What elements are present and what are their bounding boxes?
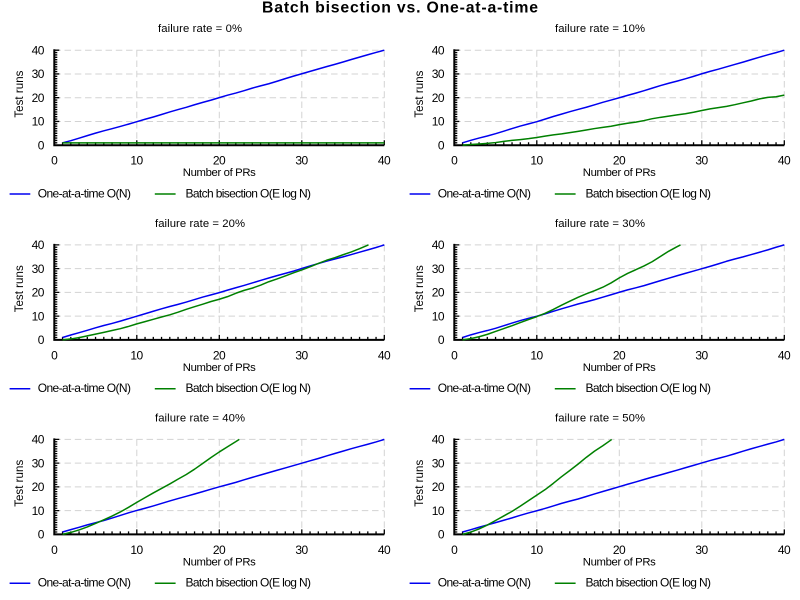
svg-text:20: 20 (32, 480, 45, 494)
svg-text:40: 40 (432, 238, 445, 252)
svg-text:Number of PRs: Number of PRs (583, 167, 656, 179)
svg-text:10: 10 (130, 348, 143, 362)
svg-text:10: 10 (32, 309, 45, 323)
svg-text:10: 10 (432, 115, 445, 129)
svg-text:20: 20 (213, 348, 226, 362)
svg-text:0: 0 (438, 139, 445, 153)
svg-text:Batch bisection O(E log N): Batch bisection O(E log N) (586, 381, 712, 395)
svg-text:Test runs: Test runs (14, 460, 26, 507)
svg-text:10: 10 (530, 348, 543, 362)
svg-text:Number of PRs: Number of PRs (183, 362, 256, 374)
svg-text:0: 0 (38, 333, 45, 347)
svg-text:40: 40 (32, 433, 45, 447)
svg-text:Test runs: Test runs (414, 265, 426, 312)
svg-text:10: 10 (130, 154, 143, 168)
svg-text:failure rate = 30%: failure rate = 30% (555, 218, 645, 230)
svg-text:10: 10 (432, 309, 445, 323)
svg-text:Number of PRs: Number of PRs (583, 556, 656, 568)
svg-text:Batch bisection O(E log N): Batch bisection O(E log N) (186, 381, 312, 395)
svg-text:20: 20 (32, 286, 45, 300)
svg-text:failure rate = 50%: failure rate = 50% (555, 412, 645, 424)
svg-text:Test runs: Test runs (14, 70, 26, 117)
svg-text:10: 10 (130, 543, 143, 557)
svg-text:10: 10 (432, 504, 445, 518)
svg-text:0: 0 (451, 348, 458, 362)
svg-text:Batch bisection vs. One-at-a-t: Batch bisection vs. One-at-a-time (262, 0, 538, 17)
svg-text:30: 30 (32, 456, 45, 470)
svg-text:Number of PRs: Number of PRs (183, 556, 256, 568)
svg-text:30: 30 (695, 154, 708, 168)
svg-text:Batch bisection O(E log N): Batch bisection O(E log N) (186, 187, 312, 201)
svg-text:40: 40 (778, 348, 791, 362)
svg-text:Test runs: Test runs (14, 265, 26, 312)
svg-text:20: 20 (432, 480, 445, 494)
svg-text:Batch bisection O(E log N): Batch bisection O(E log N) (586, 576, 712, 590)
svg-text:failure rate = 0%: failure rate = 0% (158, 23, 242, 35)
svg-text:Number of PRs: Number of PRs (183, 167, 256, 179)
svg-text:30: 30 (295, 348, 308, 362)
svg-text:40: 40 (32, 44, 45, 58)
svg-text:20: 20 (213, 543, 226, 557)
svg-text:failure rate = 40%: failure rate = 40% (155, 412, 245, 424)
svg-text:40: 40 (32, 238, 45, 252)
svg-text:10: 10 (530, 154, 543, 168)
svg-text:10: 10 (530, 543, 543, 557)
svg-text:20: 20 (432, 91, 445, 105)
svg-text:30: 30 (295, 543, 308, 557)
svg-text:40: 40 (378, 543, 391, 557)
svg-text:Test runs: Test runs (414, 70, 426, 117)
svg-text:20: 20 (32, 91, 45, 105)
svg-text:0: 0 (51, 543, 58, 557)
svg-text:30: 30 (432, 262, 445, 276)
svg-text:20: 20 (432, 286, 445, 300)
svg-text:0: 0 (38, 528, 45, 542)
svg-text:20: 20 (613, 154, 626, 168)
svg-text:20: 20 (613, 348, 626, 362)
svg-text:30: 30 (295, 154, 308, 168)
svg-text:Test runs: Test runs (414, 460, 426, 507)
svg-text:0: 0 (451, 543, 458, 557)
svg-text:20: 20 (613, 543, 626, 557)
svg-text:40: 40 (378, 154, 391, 168)
svg-text:One-at-a-time O(N): One-at-a-time O(N) (38, 187, 131, 201)
svg-text:failure rate = 10%: failure rate = 10% (555, 23, 645, 35)
svg-text:0: 0 (438, 528, 445, 542)
svg-text:40: 40 (432, 433, 445, 447)
svg-text:0: 0 (438, 333, 445, 347)
svg-text:30: 30 (32, 262, 45, 276)
svg-text:0: 0 (51, 154, 58, 168)
svg-text:0: 0 (451, 154, 458, 168)
svg-text:Number of PRs: Number of PRs (583, 362, 656, 374)
svg-text:Batch bisection O(E log N): Batch bisection O(E log N) (586, 187, 712, 201)
svg-text:One-at-a-time O(N): One-at-a-time O(N) (38, 576, 131, 590)
svg-text:Batch bisection O(E log N): Batch bisection O(E log N) (186, 576, 312, 590)
svg-text:30: 30 (695, 348, 708, 362)
svg-text:40: 40 (432, 44, 445, 58)
svg-text:One-at-a-time O(N): One-at-a-time O(N) (438, 187, 531, 201)
svg-text:30: 30 (32, 67, 45, 81)
svg-text:40: 40 (378, 348, 391, 362)
svg-text:20: 20 (213, 154, 226, 168)
svg-text:40: 40 (778, 154, 791, 168)
svg-text:0: 0 (38, 139, 45, 153)
svg-text:One-at-a-time O(N): One-at-a-time O(N) (38, 381, 131, 395)
svg-text:10: 10 (32, 504, 45, 518)
svg-text:failure rate = 20%: failure rate = 20% (155, 218, 245, 230)
svg-text:One-at-a-time O(N): One-at-a-time O(N) (438, 381, 531, 395)
svg-text:40: 40 (778, 543, 791, 557)
svg-text:0: 0 (51, 348, 58, 362)
svg-text:10: 10 (32, 115, 45, 129)
svg-text:30: 30 (432, 456, 445, 470)
svg-text:30: 30 (695, 543, 708, 557)
svg-text:One-at-a-time O(N): One-at-a-time O(N) (438, 576, 531, 590)
svg-text:30: 30 (432, 67, 445, 81)
